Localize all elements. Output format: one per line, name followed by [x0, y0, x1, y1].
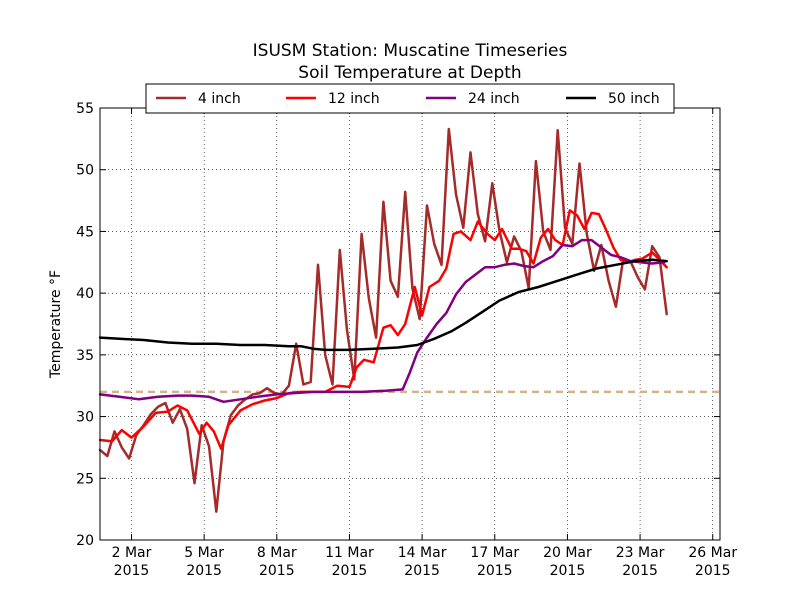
x-tick-label-year: 2015: [114, 563, 150, 579]
y-tick-label: 50: [76, 163, 94, 179]
x-tick-label: 8 Mar: [257, 545, 297, 561]
x-tick-label: 5 Mar: [184, 545, 224, 561]
y-axis-label: Temperature °F: [48, 270, 64, 379]
legend-label-12-inch: 12 inch: [328, 91, 380, 107]
x-tick-label: 26 Mar: [688, 545, 737, 561]
x-tick-label: 23 Mar: [616, 545, 665, 561]
grid-lines: [100, 108, 720, 540]
legend: 4 inch 12 inch 24 inch 50 inch: [145, 83, 675, 114]
y-tick-labels: 20 25 30 35 40 45 50 55: [76, 101, 94, 549]
x-tick-label-year: 2015: [695, 563, 731, 579]
series-line-4-inch: [98, 127, 668, 513]
x-tick-label-year: 2015: [477, 563, 513, 579]
series-line-12-inch: [98, 209, 668, 450]
series-line-50-inch: [98, 258, 668, 352]
y-tick-label: 20: [76, 533, 94, 549]
legend-label-4-inch: 4 inch: [198, 91, 241, 107]
plot-area: [100, 108, 720, 540]
x-tick-label: 11 Mar: [325, 545, 374, 561]
x-tick-label-year: 2015: [622, 563, 658, 579]
y-tick-label: 40: [76, 286, 94, 302]
x-tick-label: 2 Mar: [112, 545, 152, 561]
x-tick-label-year: 2015: [332, 563, 368, 579]
x-tick-labels: 2 Mar 2015 5 Mar 2015 8 Mar 2015 11 Mar 2015 14 …: [112, 545, 738, 579]
y-tick-label: 30: [76, 410, 94, 426]
legend-label-24-inch: 24 inch: [468, 91, 520, 107]
x-tick-label-year: 2015: [259, 563, 295, 579]
legend-label-50-inch: 50 inch: [608, 91, 660, 107]
y-tick-label: 45: [76, 224, 94, 240]
x-tick-label-year: 2015: [404, 563, 440, 579]
x-tick-label: 17 Mar: [470, 545, 519, 561]
y-tick-label: 55: [76, 101, 94, 117]
chart-subtitle: Soil Temperature at Depth: [298, 63, 521, 83]
x-tick-label-year: 2015: [186, 563, 222, 579]
chart-title: ISUSM Station: Muscatine Timeseries: [253, 41, 568, 61]
y-tick-label: 25: [76, 471, 94, 487]
series-line-24-inch: [98, 238, 666, 404]
y-tick-label: 35: [76, 348, 94, 364]
x-tick-label: 20 Mar: [543, 545, 592, 561]
x-tick-label: 14 Mar: [398, 545, 447, 561]
series-lines: [98, 127, 668, 513]
x-tick-label-year: 2015: [550, 563, 586, 579]
